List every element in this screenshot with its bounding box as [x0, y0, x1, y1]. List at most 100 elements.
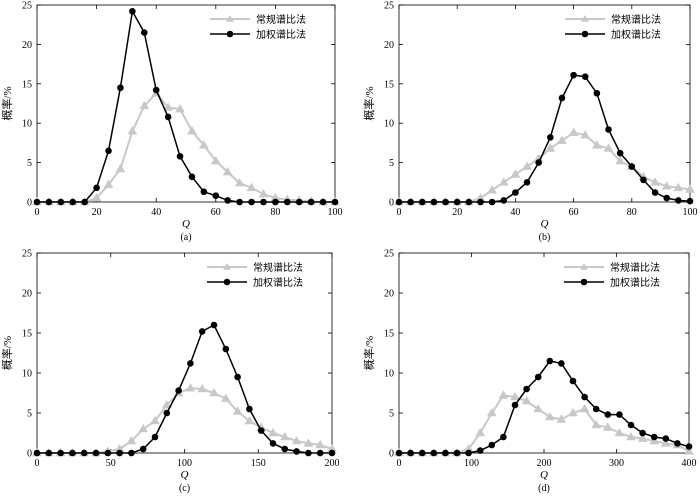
data-point-circle [128, 449, 135, 457]
data-point-circle [616, 149, 624, 157]
data-point-triangle [487, 185, 497, 194]
data-point-triangle [603, 143, 614, 152]
data-point-circle [511, 401, 519, 409]
x-axis-title: Q [181, 469, 189, 481]
data-point-circle [198, 328, 206, 335]
data-point-circle [639, 429, 646, 437]
series-conventional [32, 383, 337, 457]
data-point-triangle [614, 428, 625, 437]
x-axis-title: Q [541, 218, 549, 230]
y-tick-label: 0 [389, 198, 394, 209]
legend-marker-triangle [581, 15, 589, 22]
data-point-circle [316, 449, 324, 457]
data-point-triangle [673, 182, 684, 192]
data-point-triangle [291, 436, 302, 445]
data-point-triangle [556, 414, 567, 423]
data-point-circle [488, 441, 496, 449]
y-axis-title: 概率/% [362, 86, 376, 120]
data-point-circle [674, 440, 681, 447]
legend-label: 加权谱比法 [253, 276, 303, 289]
data-point-circle [92, 449, 100, 457]
data-point-circle [295, 198, 303, 206]
data-point-triangle [557, 135, 567, 144]
data-point-circle [57, 449, 64, 457]
data-point-circle [675, 197, 682, 204]
data-point-triangle [199, 140, 209, 149]
y-tick-label: 10 [384, 119, 394, 130]
data-point-triangle [522, 161, 532, 170]
data-point-triangle [268, 428, 278, 437]
x-tick-label: 200 [325, 458, 340, 469]
data-point-triangle [510, 169, 521, 178]
y-tick-label: 15 [22, 329, 32, 340]
y-tick-label: 0 [27, 449, 32, 460]
x-tick-label: 20 [452, 207, 462, 218]
data-point-circle [604, 411, 612, 418]
plot-frame [398, 4, 691, 203]
data-point-triangle [258, 189, 269, 198]
y-tick-label: 10 [22, 119, 32, 130]
x-tick-label: 40 [510, 207, 520, 218]
x-tick-label: 150 [251, 458, 266, 469]
data-point-triangle [244, 416, 255, 425]
legend-label: 加权谱比法 [610, 276, 660, 289]
x-tick-label: 0 [35, 207, 40, 218]
data-point-circle [477, 198, 484, 206]
data-point-triangle [568, 127, 579, 136]
data-point-triangle [115, 163, 126, 173]
data-point-triangle [637, 433, 648, 442]
data-point-circle [307, 198, 315, 206]
series-conventional [32, 88, 340, 206]
x-tick-label: 60 [569, 207, 579, 218]
data-point-triangle [626, 432, 636, 441]
data-point-circle [407, 449, 414, 457]
data-point-circle [105, 147, 112, 155]
data-point-circle [57, 198, 65, 206]
legend-label: 常规谱比法 [256, 13, 306, 26]
data-point-triangle [127, 126, 138, 135]
legend-marker-circle [223, 278, 231, 286]
panel-caption: (b) [539, 232, 551, 243]
data-point-triangle [615, 156, 626, 165]
data-point-triangle [602, 422, 613, 431]
data-point-triangle [684, 446, 694, 455]
y-tick-label: 15 [22, 79, 32, 90]
data-point-circle [116, 449, 123, 457]
data-point-circle [140, 29, 148, 36]
y-tick-label: 25 [22, 1, 32, 12]
series-line [399, 74, 691, 203]
data-point-circle [163, 409, 171, 417]
x-tick-label: 100 [177, 458, 192, 469]
x-tick-label: 60 [211, 207, 221, 218]
x-tick-label: 80 [627, 207, 637, 218]
data-point-circle [248, 198, 255, 206]
x-tick-label: 400 [682, 458, 697, 469]
data-point-triangle [161, 400, 172, 409]
data-point-triangle [498, 177, 509, 186]
x-tick-label: 300 [609, 458, 624, 469]
data-point-circle [69, 449, 76, 457]
data-point-circle [605, 126, 612, 133]
legend-marker-triangle [223, 263, 231, 270]
data-point-circle [284, 198, 291, 206]
data-point-circle [453, 449, 461, 457]
data-point-circle [592, 405, 600, 413]
data-point-triangle [592, 140, 602, 149]
y-tick-label: 20 [384, 289, 394, 300]
y-tick-label: 25 [384, 1, 394, 12]
data-point-circle [176, 152, 184, 160]
data-point-circle [269, 440, 277, 447]
x-axis-title: Q [540, 469, 548, 481]
y-tick-label: 25 [22, 249, 32, 260]
data-point-circle [465, 198, 473, 206]
y-axis-title: 概率/% [0, 86, 14, 120]
data-point-circle [465, 449, 472, 457]
legend-label: 常规谱比法 [611, 13, 661, 26]
data-point-circle [570, 71, 577, 79]
data-point-triangle [246, 182, 257, 192]
data-point-circle [236, 198, 243, 206]
